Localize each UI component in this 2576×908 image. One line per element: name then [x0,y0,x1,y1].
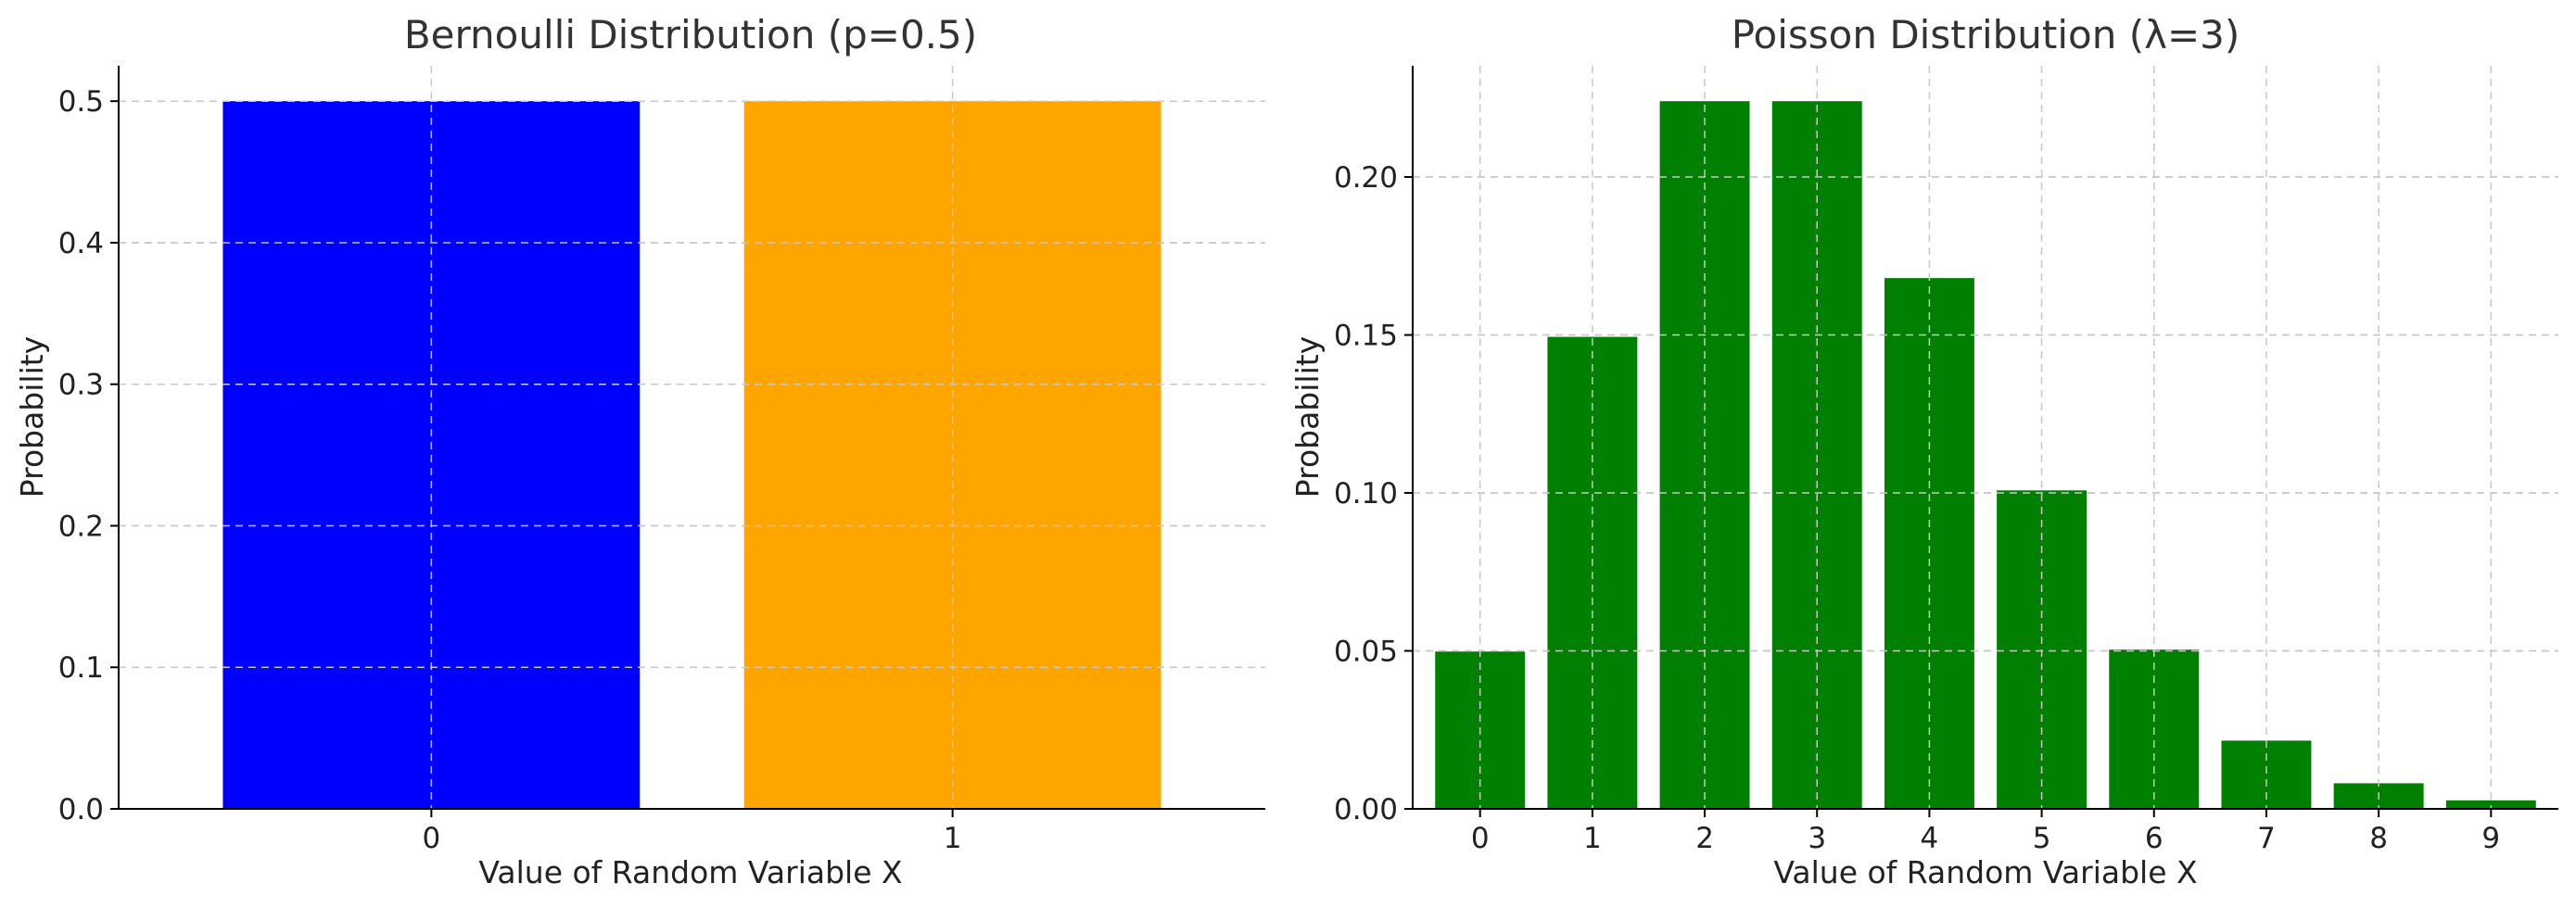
y-axis-label: Probability [1289,336,1326,498]
y-tick-label: 0.15 [1334,320,1398,353]
x-tick-label: 0 [422,822,440,855]
y-tick-label: 0.1 [58,651,104,685]
x-tick-label: 1 [944,822,962,855]
y-tick-label: 0.00 [1334,793,1398,826]
x-tick-label: 5 [2033,822,2051,855]
x-tick-label: 0 [1471,822,1490,855]
chart-title: Bernoulli Distribution (p=0.5) [404,12,977,57]
y-tick-label: 0.5 [58,85,104,119]
bar-9 [2445,800,2536,809]
x-axis-label: Value of Random Variable X [1773,854,2197,890]
chart-title: Poisson Distribution (λ=3) [1732,12,2240,57]
y-axis-label: Probability [14,336,50,498]
x-tick-label: 1 [1583,822,1602,855]
y-tick-label: 0.0 [58,793,104,826]
y-tick-label: 0.2 [58,510,104,543]
y-tick-label: 0.05 [1334,636,1398,669]
x-tick-label: 2 [1695,822,1714,855]
bernoulli-chart: Bernoulli Distribution (p=0.5) Probabili… [14,12,1265,890]
poisson-chart: Poisson Distribution (λ=3) Probability V… [1289,12,2558,890]
x-tick-label: 4 [1921,822,1939,855]
y-tick-label: 0.10 [1334,477,1398,511]
y-tick-label: 0.20 [1334,161,1398,195]
x-tick-label: 6 [2145,822,2164,855]
x-tick-label: 9 [2481,822,2500,855]
x-tick-label: 3 [1808,822,1826,855]
y-tick-label: 0.4 [58,227,104,260]
x-axis-label: Value of Random Variable X [478,854,902,890]
y-tick-label: 0.3 [58,369,104,402]
x-tick-label: 8 [2369,822,2388,855]
x-tick-label: 7 [2257,822,2276,855]
